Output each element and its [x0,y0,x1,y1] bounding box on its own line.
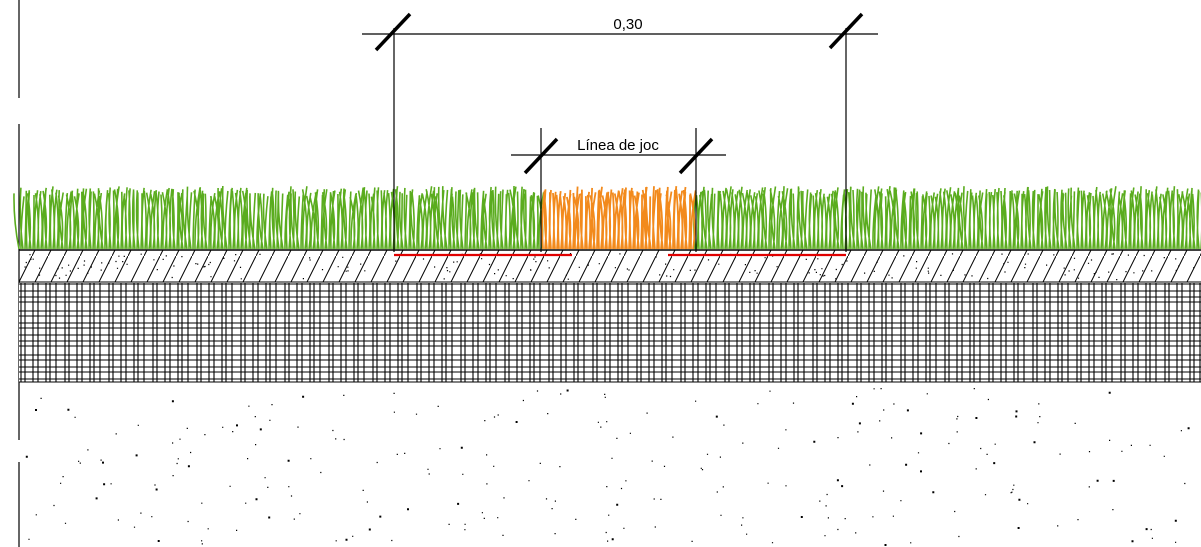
extension-lines [393,28,847,252]
play-line-label: Línea de joc [577,137,659,154]
play-line-tick-right [678,137,714,175]
dotted-soil-layer [25,388,1190,546]
play-line-tick-left [523,137,559,175]
green-turf-blades [13,185,1201,250]
overall-dimension-label: 0,30 [613,16,642,33]
play-line-dimension [511,137,726,175]
crosshatched-subbase-layer [19,283,1201,383]
artificial-turf-layer [13,185,1201,250]
soil-dots [25,388,1190,546]
overall-dimension [362,12,878,52]
dimension-tick-left [374,12,412,52]
dimension-tick-right [828,12,864,50]
orange-play-line-blades [541,185,697,250]
hatched-base-layer [19,250,1201,283]
